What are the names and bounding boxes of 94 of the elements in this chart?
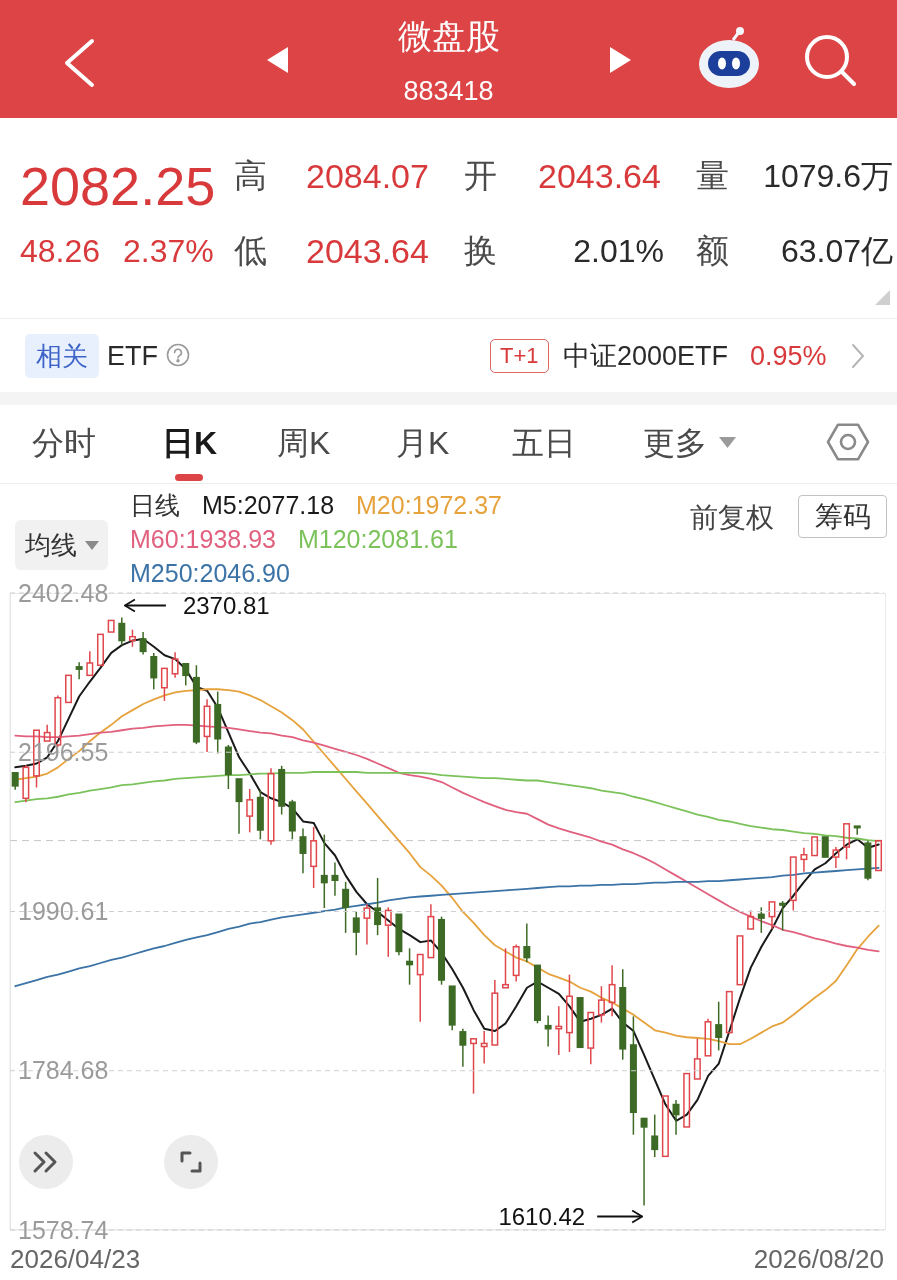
annotation: 1610.42	[498, 1202, 586, 1230]
text: M250:2046.90	[130, 559, 290, 587]
candlestick	[821, 836, 829, 858]
candlestick	[448, 985, 456, 1032]
text: 2026/08/20	[753, 1244, 884, 1275]
candlestick	[235, 778, 243, 835]
text: 63.07亿	[780, 232, 893, 269]
text: 日K	[162, 424, 218, 461]
y-tick-label: 2402.48	[18, 578, 109, 607]
candlestick	[672, 1099, 680, 1136]
candlestick	[512, 943, 520, 983]
candlestick	[523, 922, 531, 963]
text: 周K	[277, 424, 331, 461]
candlestick	[107, 619, 115, 633]
candlestick	[22, 764, 30, 803]
candlestick	[43, 724, 51, 742]
text: 前复权	[690, 502, 774, 534]
candlestick	[725, 990, 733, 1034]
text: 低	[234, 232, 267, 270]
candlestick	[470, 1038, 478, 1095]
candlestick	[544, 1014, 552, 1048]
candlestick	[853, 825, 861, 836]
candlestick	[150, 652, 158, 691]
text: 48.26	[20, 232, 101, 269]
candlestick	[118, 616, 126, 646]
badge: 相关	[25, 334, 99, 378]
text: M20:1972.37	[356, 491, 502, 519]
candlestick	[75, 661, 83, 680]
candlestick	[86, 650, 94, 677]
text: 更多	[643, 424, 707, 461]
candlestick	[800, 847, 808, 873]
y-tick-label: 1990.61	[18, 897, 109, 926]
text: 883418	[403, 75, 494, 106]
candlestick	[171, 651, 179, 679]
text: 2043.64	[538, 156, 661, 195]
candlestick	[491, 979, 499, 1046]
candlestick	[576, 997, 584, 1049]
candlestick	[299, 827, 307, 875]
text: 2084.07	[306, 156, 429, 195]
dropdown-button: 均线	[15, 520, 108, 570]
candlestick	[875, 839, 883, 872]
text: M5:2077.18	[202, 491, 335, 519]
text: 2043.64	[306, 231, 429, 270]
candlestick	[363, 903, 371, 946]
text: 2.37%	[123, 232, 214, 269]
text: 量	[696, 157, 729, 195]
text: 微盘股	[397, 16, 500, 55]
candlestick	[96, 633, 104, 667]
text: 1079.6万	[763, 157, 893, 194]
candlestick	[608, 964, 616, 1018]
line-series	[14, 723, 880, 953]
badge: T+1	[490, 339, 549, 373]
candlestick	[640, 1117, 648, 1207]
button: 筹码	[798, 495, 887, 538]
text: M60:1938.93	[130, 525, 276, 553]
candlestick	[331, 861, 339, 897]
candlestick	[587, 1011, 595, 1066]
text: 月K	[396, 424, 450, 461]
candlestick	[768, 901, 776, 930]
candlestick	[811, 836, 819, 857]
candlestick	[629, 1015, 637, 1136]
candlestick	[661, 1095, 669, 1158]
candlestick	[395, 913, 403, 957]
text: 2.01%	[573, 232, 664, 269]
annotation: 2370.81	[182, 591, 270, 619]
candlestick	[203, 698, 211, 753]
line-series	[14, 867, 880, 988]
candlestick	[427, 903, 435, 959]
y-tick-label: 1578.74	[18, 1215, 109, 1244]
text: ETF	[107, 340, 158, 371]
line-series	[14, 771, 880, 843]
text: M120:2081.61	[297, 525, 458, 553]
text: 高	[234, 157, 267, 195]
text: 0.95%	[750, 340, 827, 371]
candlestick	[693, 1038, 701, 1080]
candlestick	[320, 833, 328, 909]
text: 中证2000ETF	[563, 340, 729, 371]
text: 换	[464, 232, 497, 270]
text: 2026/04/23	[10, 1244, 141, 1275]
candlestick	[683, 1072, 691, 1128]
candlestick	[11, 772, 19, 791]
candlestick	[267, 767, 275, 846]
text: 额	[696, 232, 729, 270]
candlestick	[565, 973, 573, 1053]
y-tick-label: 1784.68	[18, 1056, 109, 1085]
candlestick	[416, 953, 424, 1023]
text: 五日	[512, 424, 576, 461]
legend-title: 日线	[130, 491, 180, 519]
text: 2082.25	[20, 155, 216, 216]
candlestick	[736, 935, 744, 986]
candlestick	[502, 947, 509, 989]
text: 开	[464, 157, 497, 195]
candlestick	[65, 674, 72, 704]
text: 分时	[32, 424, 96, 461]
